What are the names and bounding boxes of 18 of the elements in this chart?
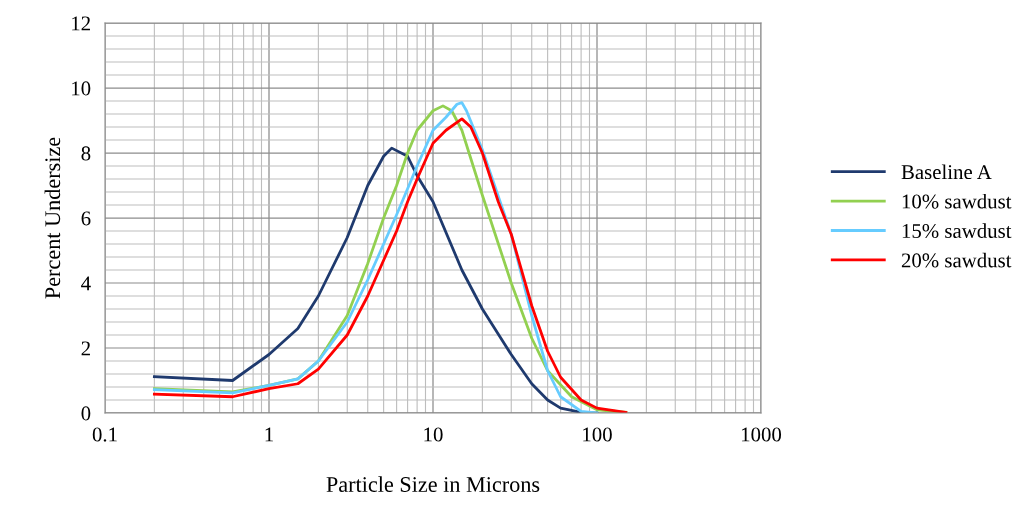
y-tick-label: 8 bbox=[81, 146, 91, 161]
legend-label: 15% sawdust bbox=[902, 223, 1012, 239]
y-tick-label: 10 bbox=[72, 81, 91, 96]
y-axis-title: Percent Undersize bbox=[44, 137, 61, 299]
legend-label: 10% sawdust bbox=[902, 193, 1012, 209]
x-tick-label: 100 bbox=[583, 427, 612, 442]
x-axis-title: Particle Size in Microns bbox=[326, 476, 540, 492]
legend-label: 20% sawdust bbox=[901, 252, 1012, 268]
y-tick-label: 12 bbox=[72, 16, 90, 31]
x-tick-label: 1 bbox=[265, 427, 273, 442]
y-tick-label: 2 bbox=[81, 341, 90, 356]
y-tick-label: 0 bbox=[81, 406, 91, 421]
legend-label: Baseline A bbox=[901, 164, 992, 180]
x-tick-label: 0.1 bbox=[92, 427, 117, 442]
x-tick-label: 10 bbox=[424, 427, 443, 442]
x-tick-label: 1000 bbox=[742, 427, 782, 442]
y-tick-label: 4 bbox=[81, 276, 91, 291]
y-tick-label: 6 bbox=[81, 211, 91, 226]
